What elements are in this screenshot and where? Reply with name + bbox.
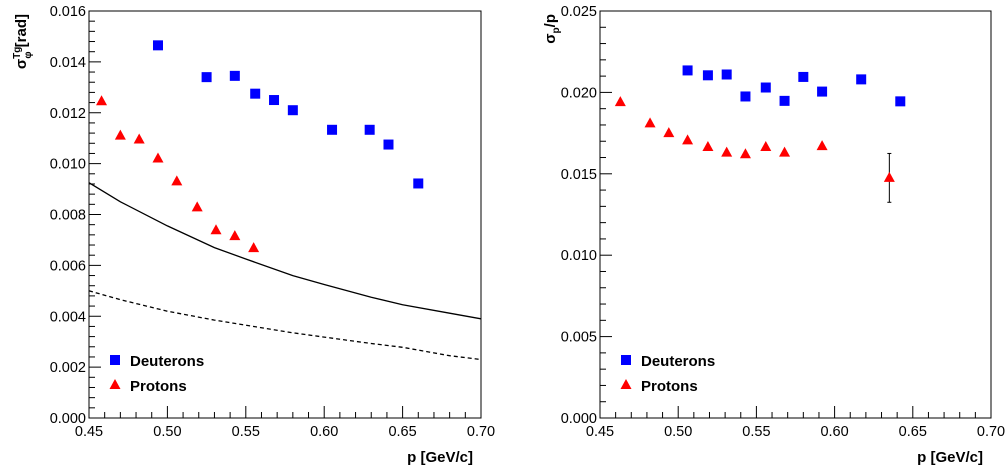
y-tick-label: 0.010 <box>50 157 86 173</box>
proton-point <box>133 133 145 144</box>
proton-point <box>229 230 241 241</box>
proton-point <box>721 146 733 157</box>
deuteron-point <box>798 71 809 82</box>
x-tick-label: 0.60 <box>310 424 338 440</box>
proton-point <box>739 148 751 159</box>
x-tick-label: 0.60 <box>820 424 848 440</box>
y-axis-label: σTgφ [rad] <box>12 14 34 69</box>
y-tick-label: 0.002 <box>50 360 86 376</box>
x-tick-label: 0.45 <box>586 424 614 440</box>
proton-point <box>152 152 164 163</box>
proton-point <box>760 140 772 151</box>
x-tick-label: 0.55 <box>742 424 770 440</box>
y-tick-label: 0.012 <box>50 106 86 122</box>
legend-triangle-icon <box>109 379 121 389</box>
deuteron-point <box>413 178 424 189</box>
deuteron-point <box>250 88 261 99</box>
proton-point <box>663 127 675 138</box>
proton-point <box>702 140 714 151</box>
deuteron-point <box>817 86 828 97</box>
x-tick-label: 0.45 <box>75 424 103 440</box>
y-tick-label: 0.006 <box>50 258 86 274</box>
deuteron-point <box>721 69 732 80</box>
panel-1: 0.000 0.002 0.004 0.006 0.008 0.010 0.012 0.014… <box>12 4 495 466</box>
deuteron-point <box>269 95 280 106</box>
y-tick-label: 0.014 <box>50 55 86 71</box>
legend-label: Protons <box>130 378 187 395</box>
deuteron-point <box>702 70 713 81</box>
y-tick-label: 0.016 <box>50 4 86 20</box>
y-tick-label: 0.015 <box>561 167 597 183</box>
x-tick-label: 0.50 <box>153 424 181 440</box>
deuteron-point <box>740 91 751 102</box>
proton-point <box>96 95 108 106</box>
x-tick-label: 0.50 <box>664 424 692 440</box>
proton-point <box>883 171 895 182</box>
deuteron-point <box>682 65 693 76</box>
y-tick-label: 0.004 <box>50 309 86 325</box>
legend-triangle-icon <box>620 379 632 389</box>
y-tick-label: 0.005 <box>561 330 597 346</box>
deuteron-point <box>779 95 790 106</box>
x-tick-label: 0.70 <box>977 424 1005 440</box>
proton-point <box>682 134 694 145</box>
proton-point <box>210 224 222 235</box>
proton-point <box>191 201 203 212</box>
deuteron-point <box>201 72 212 83</box>
proton-point <box>614 96 626 107</box>
deuteron-point <box>760 82 771 93</box>
x-tick-label: 0.70 <box>467 424 495 440</box>
deuteron-point <box>383 139 394 150</box>
proton-point <box>816 140 828 151</box>
legend-label: Protons <box>641 378 698 395</box>
deuteron-point <box>229 70 240 81</box>
proton-point <box>114 129 126 140</box>
proton-point <box>644 117 656 128</box>
x-axis-label: p [GeV/c] <box>917 449 983 466</box>
y-tick-label: 0.000 <box>561 411 597 427</box>
deuteron-point <box>152 40 163 51</box>
y-axis-label: σp/p <box>542 14 562 44</box>
y-tick-label: 0.000 <box>50 411 86 427</box>
proton-point <box>171 175 183 186</box>
plot-frame <box>599 10 992 419</box>
dashed-curve <box>89 290 481 361</box>
y-tick-label: 0.025 <box>561 4 597 20</box>
y-tick-label: 0.020 <box>561 85 597 101</box>
x-tick-label: 0.55 <box>232 424 260 440</box>
y-tick-label: 0.010 <box>561 248 597 264</box>
x-tick-label: 0.65 <box>899 424 927 440</box>
proton-point <box>248 242 260 253</box>
x-tick-label: 0.65 <box>388 424 416 440</box>
deuteron-point <box>327 124 338 135</box>
proton-point <box>779 146 791 157</box>
y-tick-label: 0.008 <box>50 208 86 224</box>
deuteron-point <box>364 124 375 135</box>
deuteron-point <box>287 105 298 116</box>
deuteron-point <box>895 96 906 107</box>
legend-square-icon <box>621 355 631 365</box>
panel-2: 0.000 0.005 0.010 0.015 0.020 0.025 0.45 0.50 0.… <box>542 4 1005 466</box>
x-axis-label: p [GeV/c] <box>407 449 473 466</box>
legend-label: Deuterons <box>641 353 715 370</box>
solid-curve <box>89 182 481 320</box>
deuteron-point <box>856 74 867 85</box>
legend-square-icon <box>110 355 120 365</box>
legend-label: Deuterons <box>130 353 204 370</box>
